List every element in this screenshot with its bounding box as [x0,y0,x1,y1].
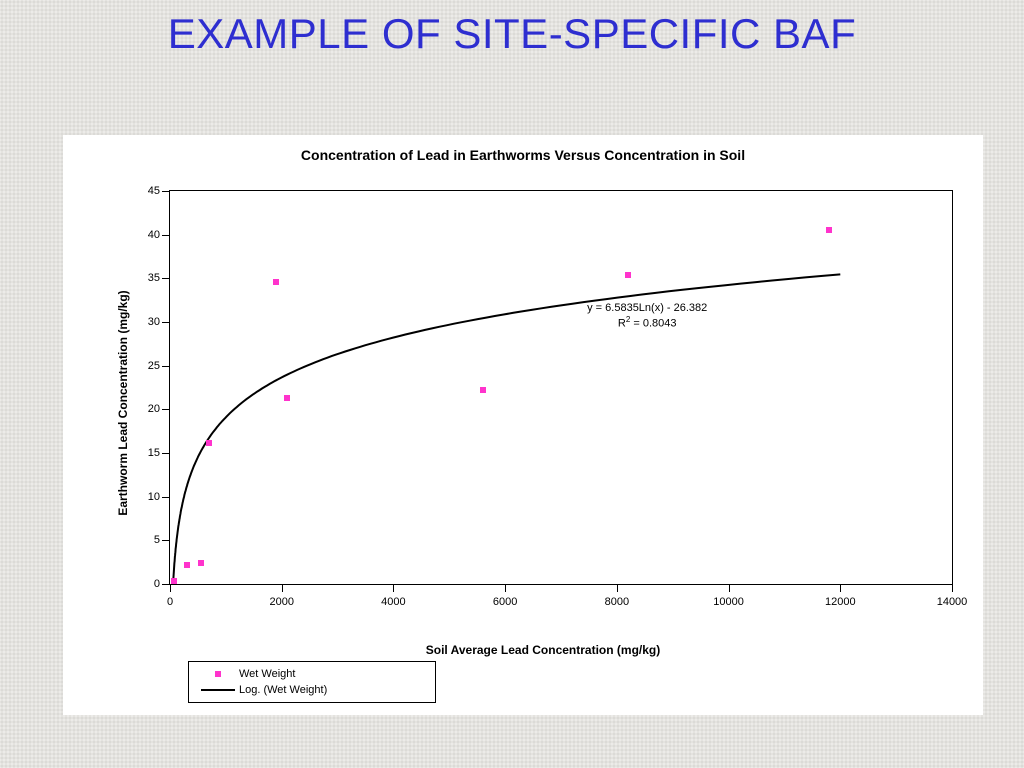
slide-title: EXAMPLE OF SITE-SPECIFIC BAF [0,0,1024,58]
legend-marker-icon [197,671,239,677]
fit-curve [170,191,952,584]
y-tick [162,235,170,236]
fit-equation: y = 6.5835Ln(x) - 26.382 R2 = 0.8043 [587,301,707,331]
y-tick-label: 10 [130,491,160,503]
y-tick [162,453,170,454]
x-tick [729,584,730,592]
y-tick [162,278,170,279]
data-point [184,562,190,568]
x-tick-label: 8000 [605,596,629,608]
x-tick [840,584,841,592]
data-point [826,227,832,233]
legend-label: Wet Weight [239,668,295,680]
x-tick-label: 6000 [493,596,517,608]
data-point [171,578,177,584]
x-tick-label: 14000 [937,596,968,608]
legend: Wet Weight Log. (Wet Weight) [188,661,436,703]
fit-equation-line2: R2 = 0.8043 [587,315,707,331]
x-tick [505,584,506,592]
y-tick [162,366,170,367]
x-tick [617,584,618,592]
y-tick-label: 30 [130,316,160,328]
x-axis-label: Soil Average Lead Concentration (mg/kg) [426,643,660,657]
fit-equation-line1: y = 6.5835Ln(x) - 26.382 [587,301,707,315]
y-tick [162,497,170,498]
legend-label: Log. (Wet Weight) [239,684,327,696]
y-tick [162,322,170,323]
y-tick-label: 45 [130,185,160,197]
y-tick [162,191,170,192]
y-tick-label: 15 [130,447,160,459]
data-point [198,560,204,566]
y-tick-label: 20 [130,403,160,415]
data-point [206,440,212,446]
x-tick-label: 0 [167,596,173,608]
y-tick-label: 35 [130,272,160,284]
y-tick [162,584,170,585]
x-tick [952,584,953,592]
x-tick [282,584,283,592]
plot-wrap: Earthworm Lead Concentration (mg/kg) y =… [133,190,953,615]
y-axis-label: Earthworm Lead Concentration (mg/kg) [116,290,130,515]
legend-item: Log. (Wet Weight) [197,682,427,698]
x-tick [393,584,394,592]
x-tick-label: 12000 [825,596,856,608]
x-tick-label: 2000 [269,596,293,608]
y-tick-label: 25 [130,360,160,372]
y-tick-label: 40 [130,229,160,241]
y-tick [162,540,170,541]
y-tick-label: 5 [130,534,160,546]
y-tick-label: 0 [130,578,160,590]
data-point [284,395,290,401]
legend-item: Wet Weight [197,666,427,682]
data-point [480,387,486,393]
chart-panel: Concentration of Lead in Earthworms Vers… [63,135,983,715]
plot-area: y = 6.5835Ln(x) - 26.382 R2 = 0.8043 051… [169,190,953,585]
chart-title: Concentration of Lead in Earthworms Vers… [63,135,983,163]
x-tick-label: 4000 [381,596,405,608]
x-tick [170,584,171,592]
y-tick [162,409,170,410]
data-point [273,279,279,285]
x-tick-label: 10000 [713,596,744,608]
legend-line-icon [197,689,239,691]
data-point [625,272,631,278]
